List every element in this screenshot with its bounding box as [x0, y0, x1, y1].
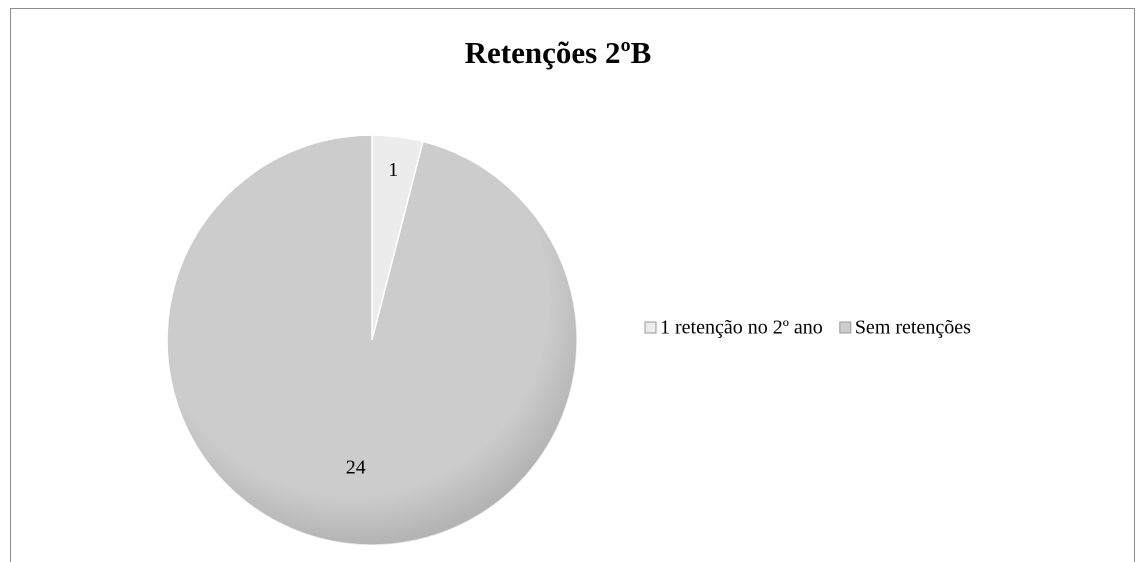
legend-label: 1 retenção no 2º ano	[660, 317, 823, 339]
chart-frame	[10, 8, 1135, 562]
legend-swatch	[644, 321, 657, 334]
data-label: 1	[388, 159, 398, 181]
pie-slice	[166, 134, 578, 546]
data-label: 24	[346, 457, 366, 479]
legend-label: Sem retenções	[855, 317, 971, 339]
legend: 1 retenção no 2º ano Sem retenções	[644, 317, 971, 339]
chart-title: Retenções 2ºB	[465, 35, 652, 70]
legend-swatch	[839, 321, 852, 334]
pie: 1 24	[166, 134, 578, 546]
